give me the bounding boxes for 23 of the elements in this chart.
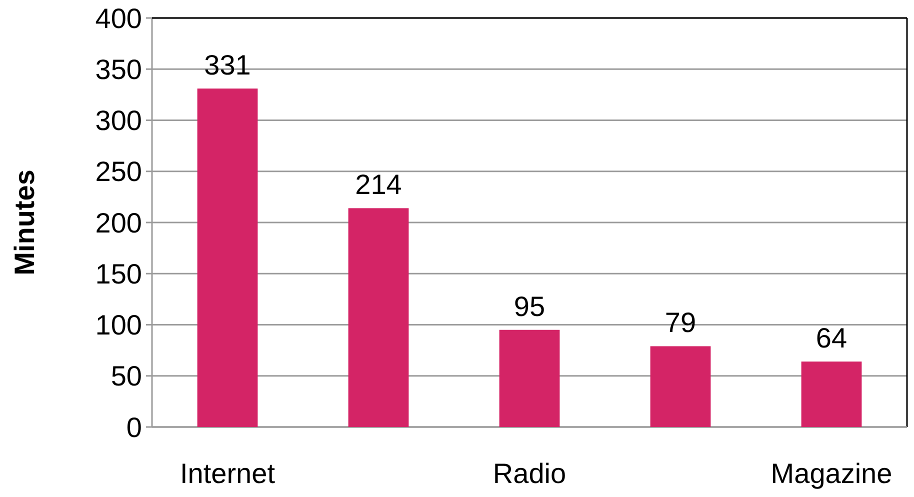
- y-tick-label: 0: [126, 412, 142, 443]
- data-label: 331: [204, 50, 251, 81]
- y-axis-title: Minutes: [9, 170, 40, 276]
- x-tick-label: Internet: [180, 458, 276, 489]
- x-tick-label: Magazine: [770, 458, 892, 489]
- y-tick-label: 300: [95, 105, 142, 136]
- data-label: 95: [514, 290, 546, 322]
- bar: [801, 362, 862, 427]
- data-label: 79: [664, 307, 696, 338]
- y-tick-label: 100: [95, 310, 142, 341]
- bar: [499, 330, 560, 427]
- x-tick-label: Radio: [492, 458, 566, 489]
- y-tick-label: 200: [95, 207, 142, 238]
- y-tick-label: 250: [95, 156, 142, 188]
- data-label: 64: [816, 322, 848, 354]
- bar: [348, 208, 409, 427]
- data-label: 214: [355, 169, 402, 200]
- bar: [197, 88, 258, 427]
- bar: [650, 346, 711, 427]
- y-tick-label: 50: [110, 360, 142, 392]
- y-tick-label: 150: [95, 258, 142, 290]
- y-tick-label: 350: [95, 54, 142, 85]
- y-tick-label: 400: [95, 2, 142, 34]
